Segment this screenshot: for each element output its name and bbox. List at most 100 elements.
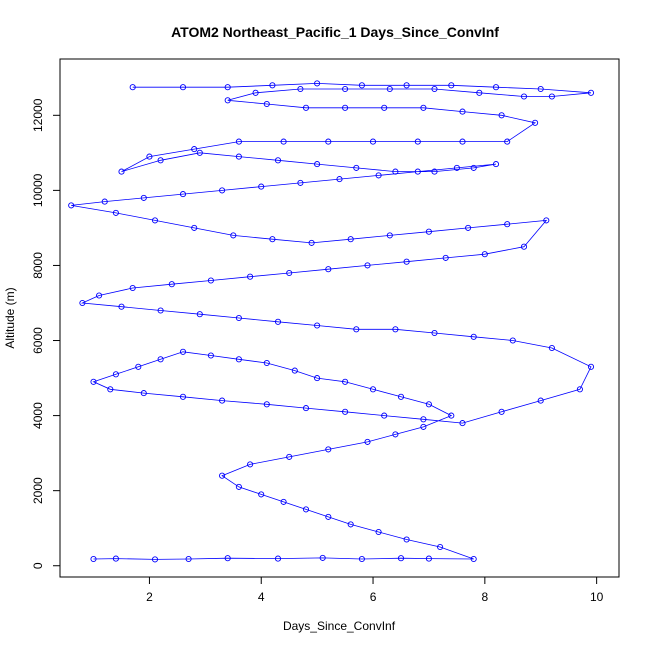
data-point	[274, 555, 282, 562]
data-point	[403, 258, 410, 265]
data-point	[224, 555, 231, 562]
data-point	[375, 528, 382, 536]
data-point	[397, 555, 405, 562]
data-point	[263, 359, 270, 367]
y-tick-label: 2000	[31, 477, 45, 504]
data-point	[325, 266, 332, 273]
data-point	[358, 555, 365, 563]
x-axis-label: Days_Since_ConvInf	[283, 619, 396, 633]
data-point	[235, 138, 242, 145]
y-axis-label: Altitude (m)	[3, 287, 17, 348]
data-point	[191, 224, 198, 231]
x-tick-label: 2	[146, 590, 153, 604]
y-tick-label: 12000	[31, 98, 45, 132]
data-point	[274, 157, 282, 164]
data-point	[459, 138, 466, 145]
data-point	[314, 322, 321, 329]
data-point	[381, 104, 388, 111]
data-point	[386, 232, 393, 239]
data-point	[258, 183, 265, 190]
data-point	[336, 176, 343, 183]
data-point	[386, 85, 393, 93]
data-point	[442, 254, 449, 261]
data-point	[118, 168, 125, 175]
data-point	[263, 100, 270, 108]
data-point	[498, 408, 505, 415]
data-point	[520, 93, 528, 100]
series-layer	[68, 80, 595, 563]
data-point	[537, 85, 544, 93]
data-point	[157, 356, 164, 363]
data-point	[319, 554, 326, 561]
data-point	[420, 416, 427, 423]
data-point	[420, 104, 427, 111]
data-point	[196, 311, 203, 318]
data-point	[302, 104, 310, 111]
data-point	[509, 337, 516, 344]
data-point	[347, 236, 354, 243]
data-point	[286, 453, 293, 460]
data-point	[140, 390, 147, 397]
data-point	[179, 84, 187, 91]
data-point	[247, 461, 254, 468]
data-point	[403, 536, 410, 543]
data-point	[353, 164, 360, 171]
data-point	[235, 314, 242, 322]
data-point	[537, 397, 544, 404]
data-point	[151, 217, 159, 224]
data-point	[157, 307, 164, 314]
y-tick-label: 10000	[31, 173, 45, 207]
data-point	[269, 236, 276, 243]
data-point	[280, 138, 287, 145]
x-tick-label: 10	[590, 590, 604, 604]
data-point	[112, 555, 119, 562]
data-point	[269, 82, 276, 89]
data-point	[448, 82, 455, 89]
data-point	[397, 393, 405, 400]
data-point	[151, 556, 159, 563]
data-point	[207, 277, 214, 284]
data-point	[420, 423, 427, 430]
data-point	[314, 161, 321, 168]
data-point	[135, 363, 142, 370]
data-point	[364, 438, 371, 445]
data-point	[179, 393, 187, 400]
data-point	[112, 209, 119, 216]
data-point	[470, 555, 477, 563]
data-point	[543, 217, 550, 224]
data-point	[342, 104, 349, 111]
data-point	[431, 329, 438, 337]
data-point	[459, 420, 466, 427]
data-point	[342, 408, 349, 415]
data-point	[492, 161, 500, 168]
y-tick-label: 6000	[31, 327, 45, 354]
data-point	[431, 168, 438, 175]
data-point	[532, 119, 539, 126]
x-tick-label: 4	[258, 590, 265, 604]
data-point	[392, 431, 399, 438]
data-point	[185, 555, 192, 563]
data-point	[375, 172, 382, 179]
data-point	[453, 164, 460, 171]
x-axis: 2 4 6 8 10	[146, 577, 604, 604]
data-point	[481, 251, 488, 258]
data-point	[297, 85, 304, 93]
data-point	[504, 221, 511, 228]
data-point	[308, 239, 315, 246]
data-point	[548, 344, 555, 352]
data-point	[325, 138, 332, 145]
data-point	[179, 191, 187, 198]
data-point	[392, 168, 399, 175]
data-point	[191, 146, 198, 153]
data-point	[219, 187, 226, 194]
data-point	[140, 194, 147, 201]
data-point	[381, 412, 388, 419]
data-point	[219, 397, 226, 404]
data-point	[465, 224, 472, 231]
plot-frame	[59, 58, 620, 578]
y-tick-label: 8000	[31, 252, 45, 279]
data-point	[392, 326, 399, 333]
data-point	[437, 543, 444, 551]
data-point	[587, 89, 595, 96]
data-point	[520, 243, 528, 250]
